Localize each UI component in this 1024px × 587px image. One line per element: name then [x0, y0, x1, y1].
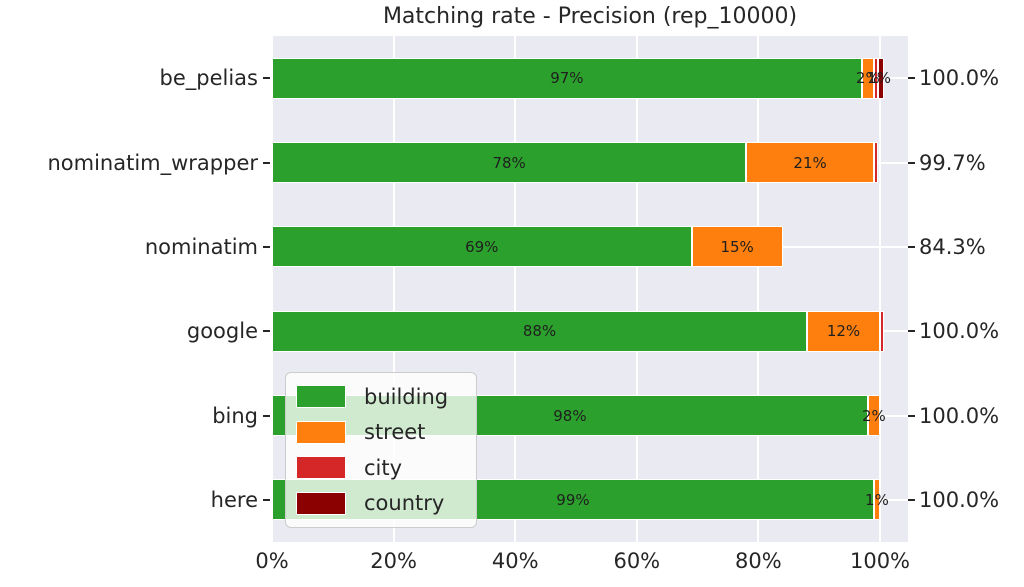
bar-segment-street	[807, 310, 880, 352]
x-gridline	[635, 36, 638, 542]
bar-segment-building	[272, 57, 862, 99]
bar-segment-street	[867, 395, 880, 436]
y-tick	[263, 330, 270, 333]
bar-segment-building	[272, 142, 747, 183]
bar-value-label: 2%	[862, 406, 886, 425]
x-gridline	[392, 36, 395, 542]
y-axis-label-nominatim_wrapper: nominatim_wrapper	[47, 150, 258, 175]
bar-value-label: 88%	[522, 322, 557, 341]
y-axis-label-google: google	[186, 319, 258, 344]
bar-value-label: 98%	[553, 406, 587, 425]
legend-item-building: building	[296, 385, 466, 409]
legend-swatch-street	[296, 420, 346, 444]
y-axis-label-be_pelias: be_pelias	[159, 66, 258, 91]
x-tick-label: 40%	[491, 549, 539, 573]
right-tick	[908, 161, 915, 164]
total-label: 99.7%	[919, 150, 986, 175]
total-label: 84.3%	[919, 234, 986, 259]
bar-value-label: 2%	[855, 69, 880, 88]
total-label: 100.0%	[919, 319, 1000, 344]
y-tick	[263, 161, 270, 164]
bar-segment-street	[691, 226, 783, 268]
bar-value-label: 69%	[465, 237, 499, 256]
x-gridline	[757, 36, 760, 542]
total-label: 100.0%	[919, 66, 1000, 91]
bar-nominatim	[272, 226, 783, 268]
x-tick-label: 0%	[255, 549, 289, 573]
bar-segment-city	[879, 310, 884, 352]
bar-segment-city	[873, 57, 878, 99]
chart-title: Matching rate - Precision (rep_10000)	[382, 4, 798, 29]
bar-segment-city	[873, 142, 879, 183]
bar-value-label: 99%	[556, 490, 590, 509]
right-tick	[908, 498, 915, 501]
bar-value-label: 12%	[826, 322, 861, 341]
x-gridline	[879, 36, 881, 542]
bar-value-label: 21%	[793, 153, 827, 172]
bar-value-label: 1%	[865, 490, 889, 509]
bar-value-label: 78%	[492, 153, 526, 172]
x-tick-label: 80%	[735, 549, 782, 573]
y-axis-label-bing: bing	[212, 403, 258, 428]
right-tick	[908, 330, 915, 333]
bar-nominatim_wrapper	[272, 142, 879, 183]
legend-swatch-building	[296, 385, 346, 409]
right-tick	[908, 77, 915, 80]
y-tick	[263, 245, 270, 248]
right-tick	[908, 245, 915, 248]
total-label: 100.0%	[919, 403, 1000, 428]
x-tick-label: 20%	[370, 549, 417, 573]
legend-swatch-city	[296, 456, 346, 480]
bar-segment-country	[877, 57, 884, 99]
bar-be_pelias	[272, 57, 884, 99]
legend-label: city	[364, 455, 403, 480]
x-gridline	[514, 36, 517, 542]
bar-value-label: 1%	[867, 69, 891, 88]
legend-label: building	[364, 384, 449, 409]
x-gridline	[271, 36, 273, 542]
legend-label: country	[364, 491, 445, 516]
bar-value-label: 15%	[720, 237, 754, 256]
legend-item-street: street	[296, 420, 466, 444]
legend-item-country: country	[296, 491, 466, 515]
right-tick	[908, 414, 915, 417]
x-tick-label: 60%	[613, 549, 661, 573]
y-axis-label-nominatim: nominatim	[144, 234, 258, 259]
bar-value-label: 97%	[550, 69, 584, 88]
legend: building street city country	[285, 372, 477, 528]
legend-item-city: city	[296, 456, 466, 480]
y-tick	[263, 414, 270, 417]
bar-segment-building	[272, 310, 808, 352]
y-tick	[263, 498, 270, 501]
legend-label: street	[364, 420, 426, 445]
total-label: 100.0%	[919, 487, 1000, 512]
y-axis-label-here: here	[210, 487, 258, 512]
x-tick-label: 100%	[849, 549, 911, 573]
bar-segment-street	[861, 57, 874, 99]
y-tick	[263, 77, 270, 80]
bar-segment-building	[272, 226, 692, 268]
legend-swatch-country	[296, 491, 346, 515]
bar-segment-street	[873, 479, 880, 521]
bar-google	[272, 310, 884, 352]
bar-segment-street	[746, 142, 874, 183]
